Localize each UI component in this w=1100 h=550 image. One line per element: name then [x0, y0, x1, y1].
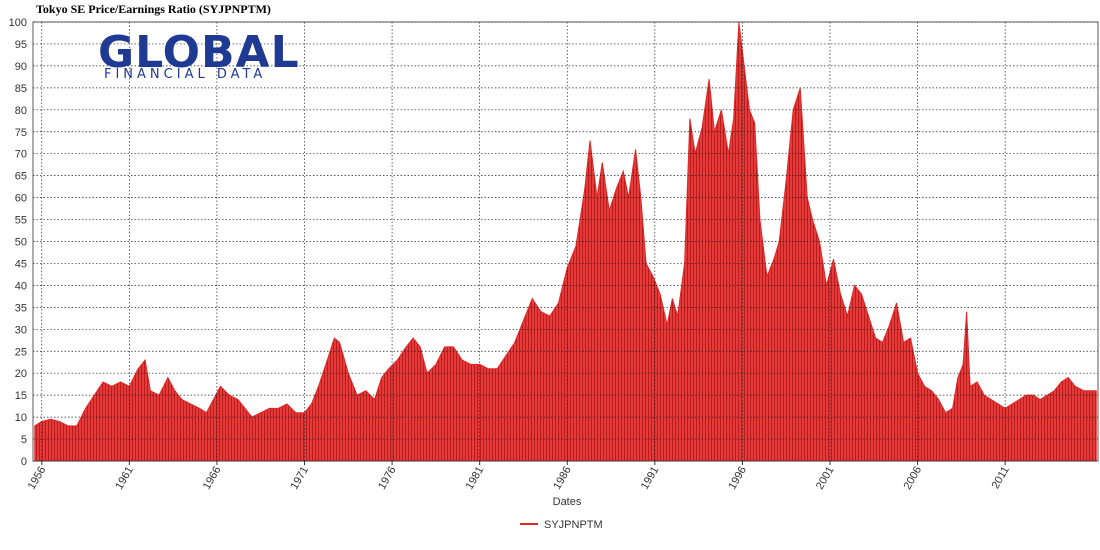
y-tick-label: 60 — [15, 193, 27, 205]
y-tick-label: 70 — [15, 149, 27, 161]
y-tick-label: 85 — [15, 83, 27, 95]
y-tick-label: 80 — [15, 105, 27, 117]
plot-area — [33, 21, 1098, 462]
area — [34, 21, 1097, 462]
chart-title: Tokyo SE Price/Earnings Ratio (SYJPNPTM) — [36, 2, 271, 16]
y-tick-label: 30 — [15, 324, 27, 336]
y-tick-label: 90 — [15, 61, 27, 73]
y-tick-label: 25 — [15, 346, 27, 358]
y-tick-label: 20 — [15, 368, 27, 380]
y-tick-label: 55 — [15, 215, 27, 227]
y-tick-label: 100 — [9, 17, 27, 29]
logo-main: GLOBAL — [98, 27, 300, 78]
legend-label: SYJPNPTM — [544, 519, 603, 531]
y-tick-label: 5 — [21, 434, 27, 446]
y-tick-label: 35 — [15, 302, 27, 314]
x-axis-label: Dates — [553, 496, 582, 508]
y-tick-label: 15 — [15, 390, 27, 402]
plot-frame — [32, 21, 1099, 462]
y-tick-label: 0 — [21, 456, 27, 468]
y-tick-label: 10 — [15, 412, 27, 424]
logo-sub: FINANCIAL DATA — [104, 67, 266, 82]
y-tick-label: 40 — [15, 280, 27, 292]
y-tick-label: 65 — [15, 171, 27, 183]
y-tick-label: 75 — [15, 127, 27, 139]
y-tick-label: 95 — [15, 39, 27, 51]
logo: GLOBAL FINANCIAL DATA — [98, 27, 300, 82]
y-tick-label: 50 — [15, 237, 27, 249]
y-tick-label: 45 — [15, 258, 27, 270]
